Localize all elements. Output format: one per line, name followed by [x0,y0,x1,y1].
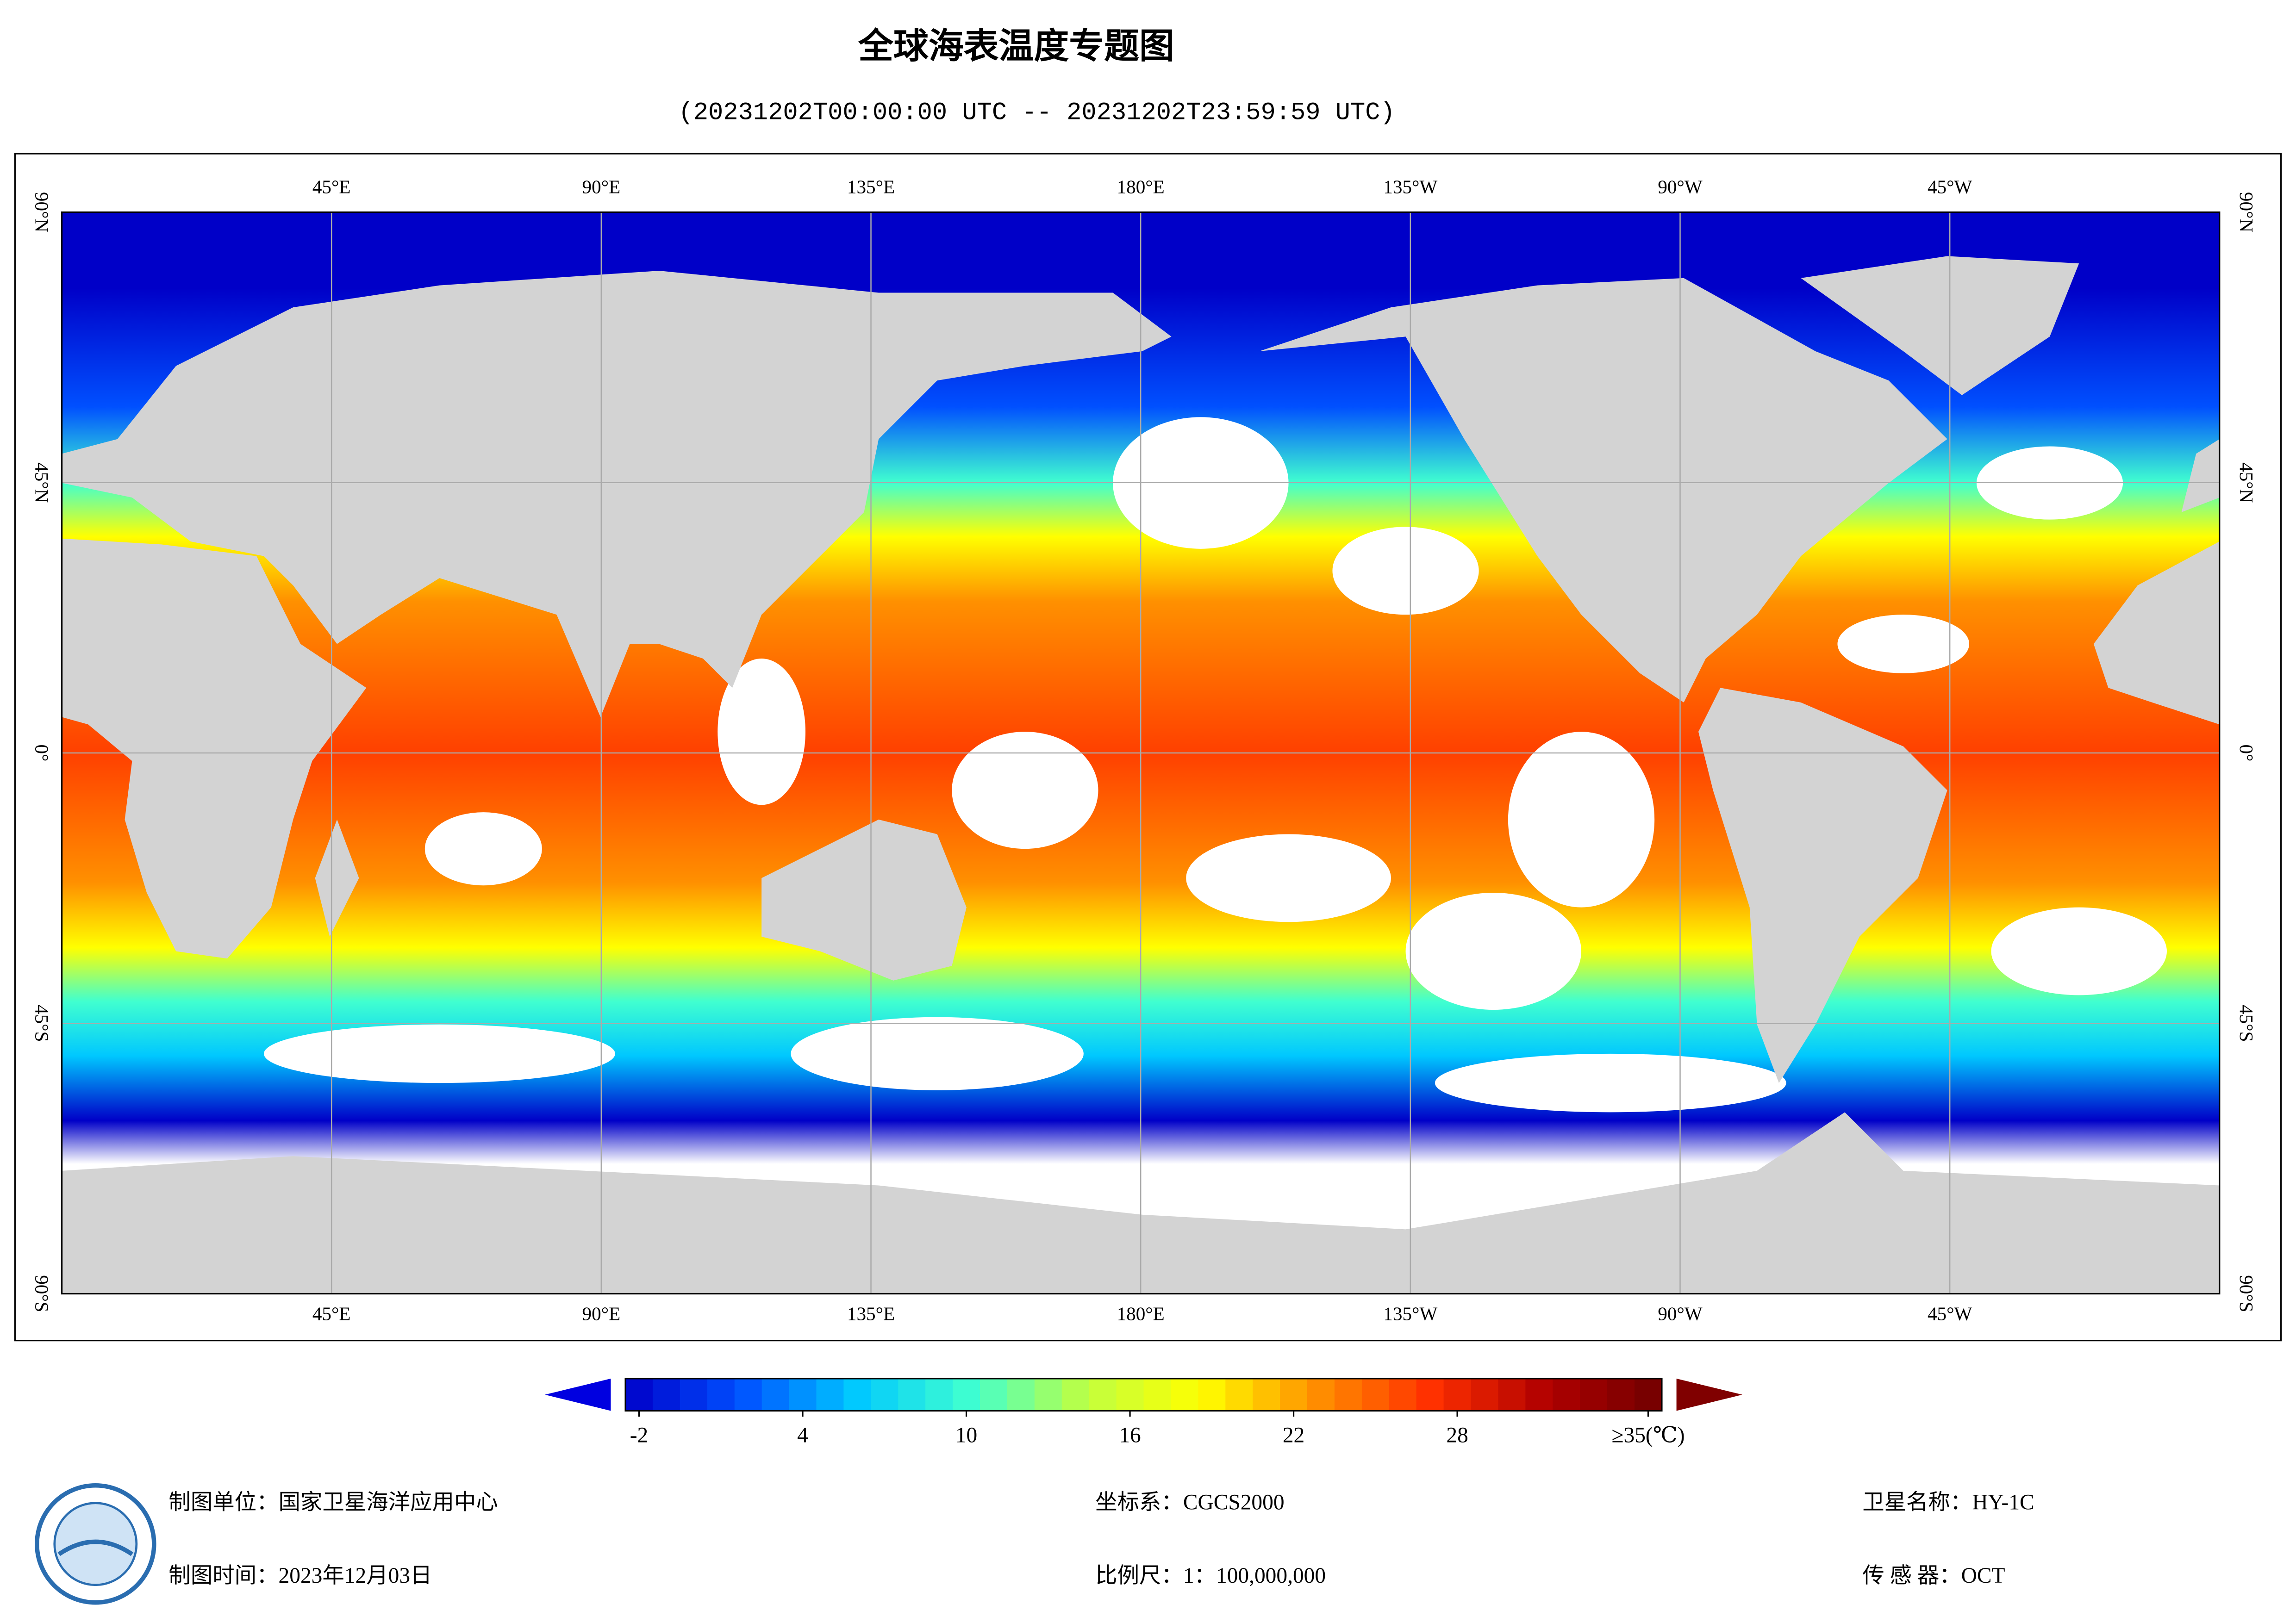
colorbar-label: 22 [1283,1423,1304,1447]
colorbar-cell [761,1378,790,1411]
footer-date: 制图时间：2023年12月03日 [168,1564,432,1588]
colorbar-cell [1280,1378,1308,1411]
colorbar-cell [1061,1378,1090,1411]
land [2093,541,2220,725]
lat-label: 45°N [2236,462,2257,503]
colorbar-cell [1143,1378,1172,1411]
colorbar-cell [734,1378,762,1411]
lat-label: 45°S [31,1005,53,1042]
colorbar-cell [898,1378,926,1411]
land [1698,688,1947,1083]
title: 全球海表温度专题图 [858,25,1174,66]
colorbar-cell [1253,1378,1281,1411]
colorbar-label: 28 [1446,1423,1468,1447]
lon-label: 45°E [312,176,351,197]
colorbar-cell [980,1378,1008,1411]
colorbar-cell [953,1378,980,1411]
colorbar-cell [871,1378,899,1411]
lon-label: 90°E [582,176,621,197]
land [2181,439,2220,512]
land [315,819,359,937]
lon-label: 45°W [1928,1303,1972,1324]
footer-crs: 坐标系：CGCS2000 [1095,1491,1284,1515]
footer-unit: 制图单位：国家卫星海洋应用中心 [168,1491,498,1515]
footer-scale: 比例尺：1：100,000,000 [1095,1564,1326,1588]
colorbar-cell [1443,1378,1472,1411]
lon-label: 135°W [1383,1303,1437,1324]
subtitle: (20231202T00:00:00 UTC -- 20231202T23:59… [679,99,1395,127]
colorbar-label: 10 [955,1423,977,1447]
lat-label: 90°N [31,192,53,232]
logo [35,1483,156,1605]
colorbar-cell [1607,1378,1635,1411]
land [62,271,1172,717]
colorbar-label: -2 [630,1423,649,1447]
cloud-mask [132,402,2167,1113]
colorbar-cell [1361,1378,1390,1411]
colorbar-cell [1171,1378,1199,1411]
colorbar-cell [1635,1378,1662,1411]
colorbar-cell [1089,1378,1117,1411]
colorbar-label: 4 [797,1423,808,1447]
colorbar-cell [1416,1378,1444,1411]
lon-label: 90°W [1658,176,1703,197]
land [1259,278,1947,703]
colorbar-cell [1498,1378,1526,1411]
lon-label: 180°E [1117,1303,1165,1324]
colorbar-cell [1307,1378,1335,1411]
land [1801,256,2079,395]
land [761,819,967,981]
colorbar-under-arrow [545,1378,611,1411]
footer-satellite: 卫星名称：HY-1C [1862,1491,2034,1515]
colorbar-border [624,1378,1663,1412]
colorbar-cell [1116,1378,1144,1411]
lat-label: 0° [31,745,53,762]
colorbar-cell [1471,1378,1499,1411]
colorbar-cell [1553,1378,1581,1411]
lon-label: 135°E [847,1303,895,1324]
colorbar-cell [1580,1378,1608,1411]
lon-label: 90°W [1658,1303,1703,1324]
colorbar-cell [1198,1378,1226,1411]
lon-label: 45°E [312,1303,351,1324]
colorbar-cell [789,1378,817,1411]
lon-label: 180°E [1117,176,1165,197]
lon-label: 45°W [1928,176,1972,197]
lat-label: 0° [2236,745,2257,762]
map-border [61,211,2221,1295]
lon-label: 90°E [582,1303,621,1324]
colorbar-cell [843,1378,872,1411]
colorbar-cell [1225,1378,1254,1411]
colorbar: -2 4 10 16 22 28 ≥35(℃) [624,1378,1685,1447]
lat-label: 90°N [2236,192,2257,232]
lat-label: 45°S [2236,1005,2257,1042]
colorbar-cell [1034,1378,1062,1411]
lon-label: 135°E [847,176,895,197]
colorbar-over-arrow [1676,1378,1742,1411]
colorbar-label: ≥35(℃) [1611,1423,1685,1447]
colorbar-cell [625,1378,653,1411]
lat-label: 90°S [31,1275,53,1312]
colorbar-cell [707,1378,735,1411]
lat-label: 45°N [31,462,53,503]
colorbar-cell [1525,1378,1554,1411]
colorbar-cell [1007,1378,1035,1411]
colorbar-cell [680,1378,708,1411]
land [62,538,367,959]
colorbar-cell [925,1378,954,1411]
footer-sensor: 传 感 器：OCT [1862,1564,2005,1588]
colorbar-cell [1334,1378,1362,1411]
colorbar-cell [1389,1378,1417,1411]
colorbar-cell [652,1378,680,1411]
lon-label: 135°W [1383,176,1437,197]
colorbar-cell [816,1378,844,1411]
lat-label: 90°S [2236,1275,2257,1312]
colorbar-label: 16 [1119,1423,1141,1447]
